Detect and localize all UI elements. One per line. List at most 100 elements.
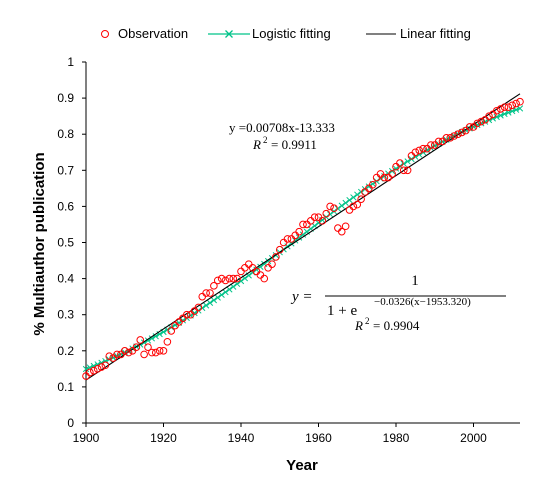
y-tick-label: 0.7 (57, 163, 74, 177)
logistic-equation: y = 1 1 + e −0.0326(x−1953.320) R 2 = 0.… (290, 273, 506, 333)
observation-point (337, 227, 346, 236)
observation-point (399, 166, 408, 175)
observation-point (458, 128, 466, 137)
observation-point (322, 209, 331, 218)
observation-point (368, 180, 377, 189)
observation-point (194, 303, 203, 312)
observation-point (202, 289, 210, 297)
legend: Observation Logistic fitting Linear fitt… (101, 26, 471, 41)
y-tick-label: 0.6 (57, 199, 74, 213)
observation-point (504, 103, 513, 111)
observation-point (105, 352, 114, 361)
y-tick-label: 0.8 (57, 127, 74, 141)
observation-point (454, 130, 462, 138)
logistic-fit-marker (447, 134, 454, 141)
observation-point (213, 276, 222, 285)
observation-point (450, 132, 458, 140)
logistic-fit-marker (206, 299, 214, 306)
logistic-fit-marker (416, 151, 423, 158)
observation-point (411, 148, 420, 157)
y-tick-label: 0.3 (57, 308, 74, 322)
logistic-fit-marker (210, 297, 218, 304)
linear-r2-value: = 0.9911 (271, 137, 317, 152)
linear-fit-line (85, 93, 521, 381)
logistic-eq-numerator: 1 (411, 273, 419, 289)
logistic-fit-marker (505, 109, 512, 116)
observation-point (306, 217, 315, 225)
observation-point (295, 227, 303, 236)
observation-point (264, 263, 272, 272)
logistic-fit-marker (191, 309, 198, 317)
series-layer (82, 93, 524, 381)
observation-point (388, 170, 396, 178)
logistic-eq-exponent: −0.0326(x−1953.320) (374, 296, 471, 308)
logistic-fit-marker (478, 120, 485, 127)
linear-r2-symbol: R (252, 137, 261, 152)
observation-point (206, 289, 214, 297)
y-axis-title: % Multiauthor publication (31, 152, 48, 335)
observation-point (241, 263, 249, 272)
observation-point (415, 146, 424, 155)
observation-point (465, 123, 474, 131)
observation-point (341, 222, 350, 231)
logistic-r2-value: = 0.9904 (373, 318, 420, 333)
x-tick-label: 1980 (383, 431, 410, 445)
logistic-fit-marker (470, 123, 477, 130)
observation-point (357, 195, 365, 203)
logistic-fit-marker (152, 333, 159, 340)
logistic-fit-marker (299, 231, 307, 238)
legend-logistic-marker (225, 30, 233, 38)
logistic-fit-marker (315, 219, 322, 227)
y-tick-label: 0.9 (57, 91, 74, 105)
logistic-fit-marker (493, 113, 500, 121)
observation-point (434, 137, 443, 146)
observation-point (500, 103, 509, 111)
logistic-fit-marker (365, 183, 373, 190)
observation-point (345, 206, 354, 214)
linear-r2-superscript: 2 (263, 135, 268, 145)
observation-point (283, 235, 292, 243)
axes: 0 0.1 0.2 0.3 0.4 0.5 0.6 0.7 0.8 0.9 1 1900 1920 194… (57, 55, 520, 445)
x-tick-label: 2000 (460, 431, 487, 445)
observation-point (427, 141, 435, 149)
observation-point (349, 202, 358, 211)
logistic-fit-marker (261, 260, 268, 268)
observation-point (272, 253, 280, 261)
observation-point (446, 134, 455, 142)
observation-point (120, 347, 129, 355)
logistic-fit-marker (218, 291, 225, 299)
observation-point (256, 271, 265, 279)
logistic-fit-marker (109, 354, 117, 361)
logistic-fit-marker (338, 202, 345, 209)
logistic-fit-marker (481, 118, 489, 125)
logistic-fit-marker (509, 107, 516, 115)
x-tick-label: 1960 (305, 431, 332, 445)
observation-point (198, 292, 207, 301)
y-tick-label: 0 (67, 416, 74, 430)
observation-point (314, 213, 323, 222)
x-tick-label: 1940 (228, 431, 255, 445)
linear-equation-text: y =0.00708x-13.333 (229, 120, 335, 135)
observation-point (334, 224, 342, 232)
logistic-fit-marker (222, 288, 229, 296)
logistic-fit-marker (357, 188, 365, 196)
observation-point (492, 106, 501, 115)
observation-point (516, 97, 524, 106)
logistic-fit-marker (292, 237, 299, 244)
observation-point (485, 112, 493, 120)
observation-point (275, 245, 284, 254)
x-tick-label: 1920 (150, 431, 177, 445)
y-tick-label: 0.1 (57, 380, 74, 394)
observation-point (299, 220, 307, 229)
logistic-fit-marker (144, 337, 152, 344)
logistic-fit-marker (226, 286, 233, 293)
observation-point (151, 348, 160, 357)
observation-point (310, 213, 319, 222)
observation-point (97, 363, 106, 371)
logistic-fit-marker (342, 199, 349, 207)
observation-point (268, 260, 276, 268)
logistic-fit-marker (466, 125, 473, 132)
logistic-fit-marker (450, 132, 458, 139)
observation-point (237, 267, 245, 276)
